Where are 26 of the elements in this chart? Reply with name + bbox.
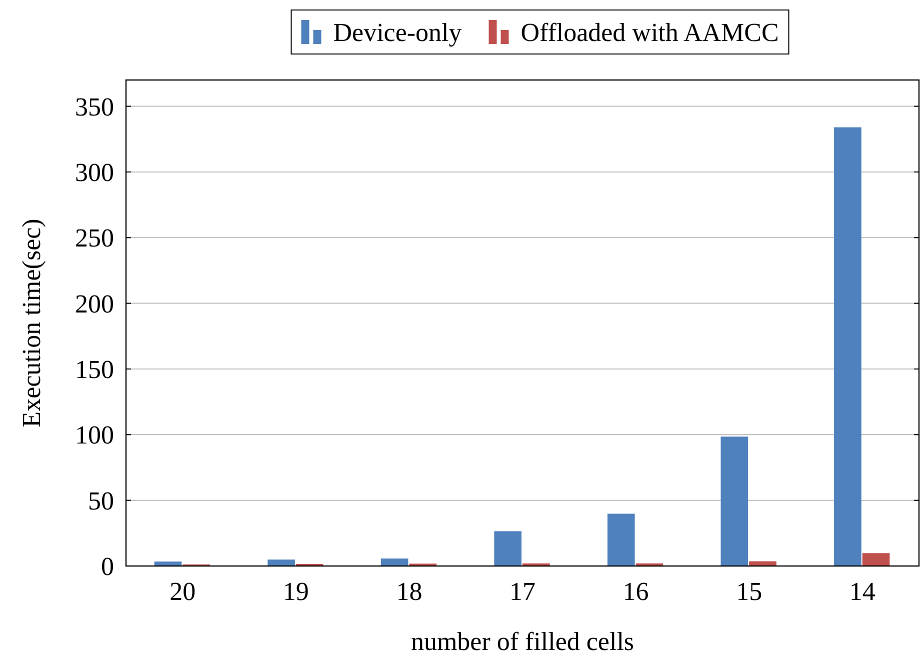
x-tick-label: 20 bbox=[170, 577, 196, 606]
bar bbox=[862, 553, 890, 566]
bar bbox=[720, 436, 748, 566]
y-tick-label: 50 bbox=[88, 486, 114, 516]
x-tick-label: 17 bbox=[510, 577, 536, 606]
bar bbox=[494, 531, 522, 566]
x-axis-title: number of filled cells bbox=[410, 627, 634, 656]
y-tick-label: 350 bbox=[75, 92, 114, 122]
y-tick-label: 100 bbox=[75, 420, 114, 450]
bar bbox=[380, 558, 408, 566]
x-tick-label: 16 bbox=[622, 577, 649, 606]
y-tick-label: 150 bbox=[75, 355, 114, 384]
x-tick-label: 18 bbox=[396, 577, 422, 606]
bar bbox=[607, 514, 635, 566]
x-tick-label: 19 bbox=[282, 577, 309, 606]
legend-label: Offloaded with AAMCC bbox=[520, 18, 779, 47]
y-tick-label: 300 bbox=[75, 158, 114, 188]
x-tick-label: 15 bbox=[736, 577, 762, 606]
y-tick-label: 0 bbox=[101, 552, 114, 582]
legend-label: Device-only bbox=[333, 18, 462, 47]
y-axis-title: Execution time(sec) bbox=[17, 218, 46, 428]
x-tick-label: 14 bbox=[849, 577, 876, 606]
bar bbox=[834, 127, 862, 566]
bar bbox=[268, 560, 295, 566]
y-tick-label: 250 bbox=[75, 224, 114, 253]
y-tick-label: 200 bbox=[75, 289, 114, 318]
